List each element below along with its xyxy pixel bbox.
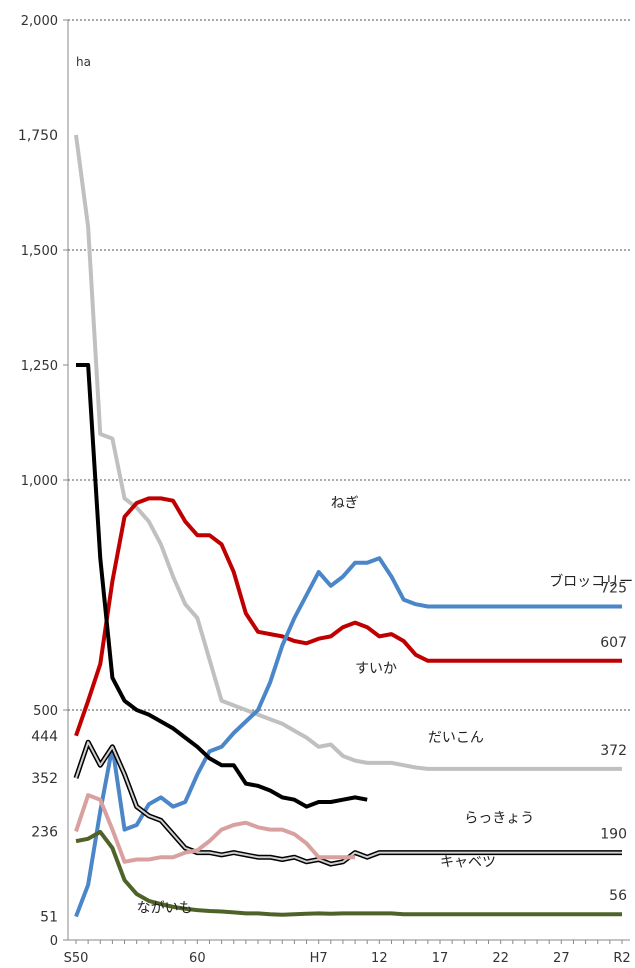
y-tick-label: 1,250 <box>21 359 58 374</box>
series-start-value-label: 444 <box>31 729 58 745</box>
series-line-outline <box>73 739 622 867</box>
series-line <box>74 793 356 864</box>
series-end-value-label: 190 <box>600 827 627 843</box>
series-end-value-label: 56 <box>609 888 627 904</box>
y-tick-label: 2,000 <box>21 14 58 29</box>
series-line <box>74 556 622 918</box>
y-tick-label: 1,000 <box>21 474 58 489</box>
series-name-label: すいか <box>355 661 397 677</box>
series-line <box>74 496 622 737</box>
series-line <box>74 134 622 771</box>
series-start-value-label: 236 <box>31 824 58 840</box>
series-start-value-label: 51 <box>40 910 58 926</box>
series-end-value-label: 725 <box>600 581 627 597</box>
series-name-label: キャベツ <box>440 854 496 870</box>
series-name-label: ながいも <box>137 900 193 916</box>
series-start-value-label: 1,750 <box>18 128 58 144</box>
y-tick-label: 1,500 <box>21 244 58 259</box>
x-tick-label: 27 <box>553 951 570 966</box>
x-tick-label: 22 <box>492 951 509 966</box>
series-name-label: ブロッコリー <box>549 573 633 590</box>
x-tick-label: R2 <box>613 951 630 966</box>
x-tick-label: H7 <box>310 951 328 966</box>
series-end-value-label: 372 <box>600 743 627 759</box>
series-line <box>75 829 622 917</box>
series-start-value-label: 352 <box>31 771 58 787</box>
y-axis-unit: ha <box>76 55 91 69</box>
x-tick-label: S50 <box>64 951 89 966</box>
series-end-value-label: 607 <box>600 635 627 651</box>
x-tick-label: 60 <box>189 951 206 966</box>
x-tick-label: 17 <box>432 951 449 966</box>
y-tick-label: 0 <box>50 934 58 949</box>
series-line <box>76 363 368 809</box>
y-tick-label: 500 <box>33 704 58 719</box>
series-name-label: らっきょう <box>464 811 534 827</box>
x-tick-label: 12 <box>371 951 388 966</box>
series-name-label: だいこん <box>428 730 484 746</box>
series-line <box>75 741 622 866</box>
series-name-label: ねぎ <box>331 496 359 512</box>
